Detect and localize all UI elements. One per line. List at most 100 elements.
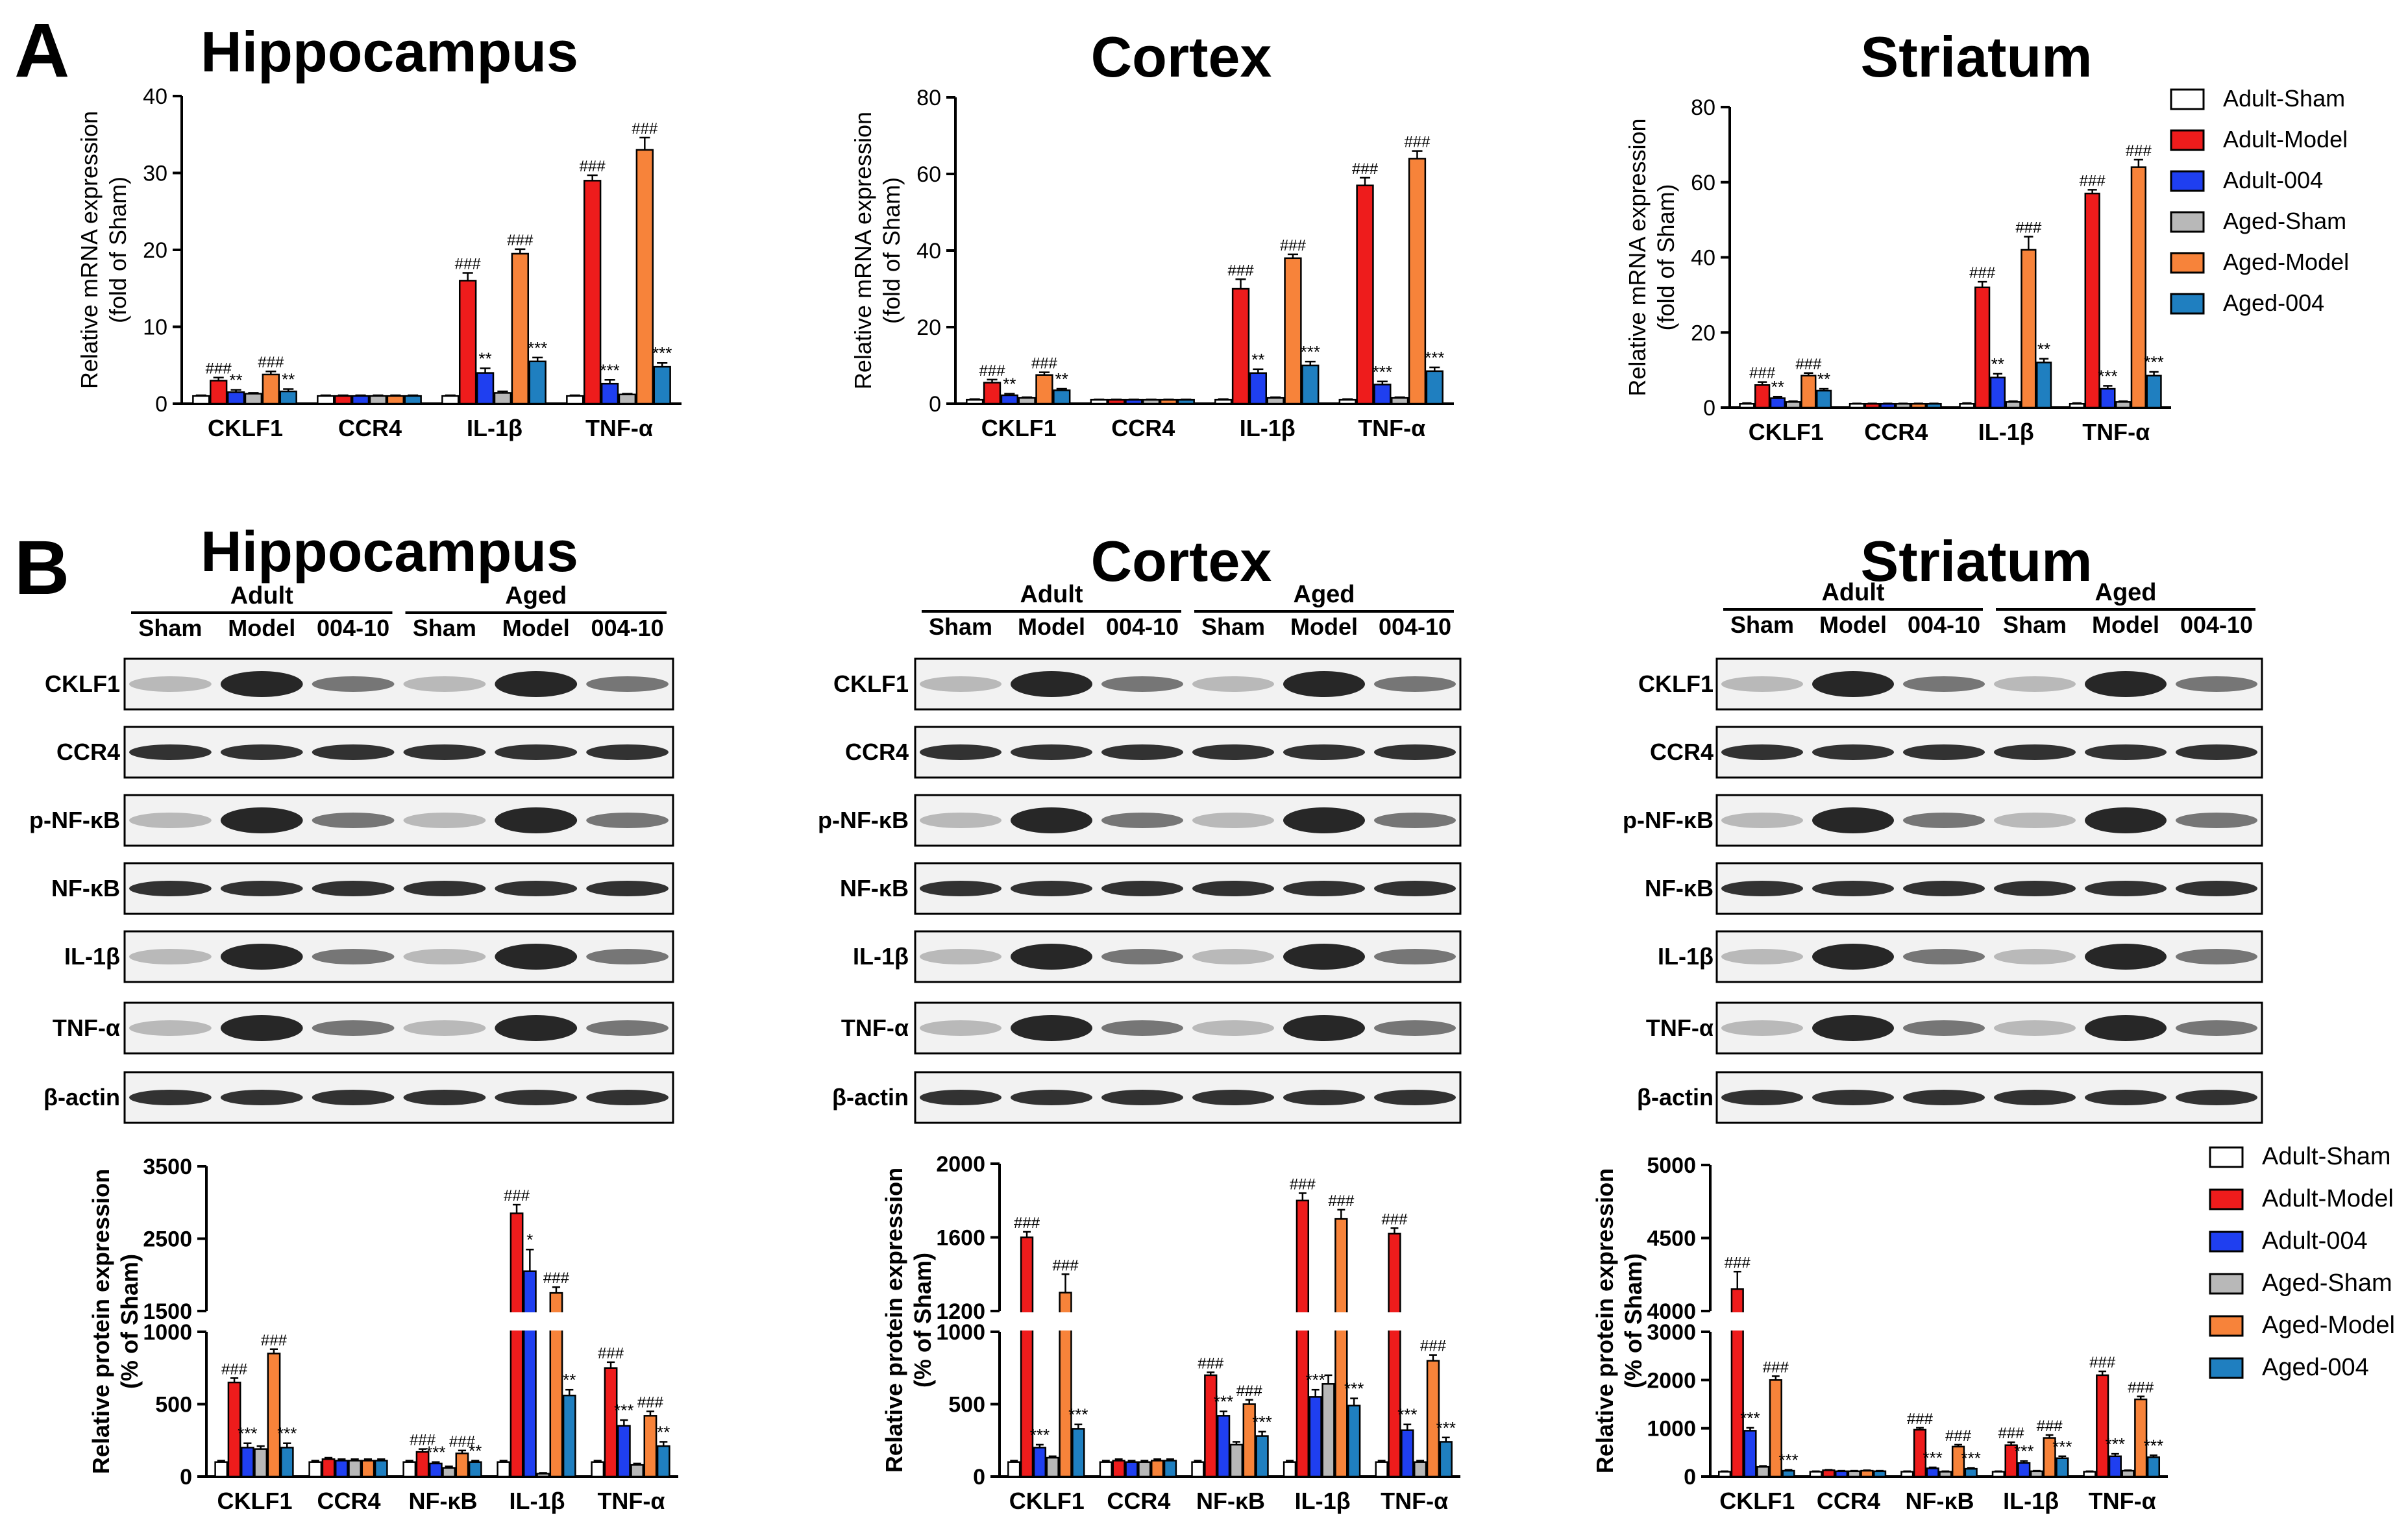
bar-adult-sham-1 <box>1849 402 1865 409</box>
blot-band <box>1374 1090 1456 1105</box>
bar-adult-004-1 <box>1125 399 1143 405</box>
blot-band <box>312 949 395 964</box>
x-category-label: CKLF1 <box>208 415 283 441</box>
y-tick-label: 3500 <box>143 1155 192 1179</box>
legend-swatch <box>2170 129 2205 151</box>
significance-mark: *** <box>1436 1418 1456 1438</box>
blot-band <box>403 1090 486 1105</box>
blot-band <box>1903 881 1985 896</box>
blot-row-label: CKLF1 <box>833 670 909 697</box>
blot-band <box>312 881 395 896</box>
significance-mark: *** <box>1961 1449 1981 1468</box>
blot-band <box>586 1090 669 1105</box>
blot-band <box>129 676 212 692</box>
y-tick-label: 3000 <box>1647 1320 1696 1345</box>
blot-band <box>1011 1015 1092 1041</box>
blot-band <box>220 1090 303 1105</box>
blot-band <box>403 813 486 828</box>
y-tick-label: 20 <box>916 315 941 340</box>
legend-label: Aged-004 <box>2262 1354 2369 1381</box>
significance-mark: ### <box>979 362 1006 380</box>
blot-band <box>403 744 486 760</box>
bar-aged-sham-1 <box>1142 399 1161 405</box>
blot-strip <box>123 1001 674 1055</box>
x-category-label: IL-1β <box>467 415 522 441</box>
blot-row-label: TNF-α <box>841 1014 909 1041</box>
x-category-label: CKLF1 <box>981 415 1057 441</box>
significance-mark: ** <box>1817 369 1830 389</box>
x-category-label: CCR4 <box>1111 415 1175 441</box>
significance-mark: ### <box>632 120 658 138</box>
significance-mark: ### <box>258 354 284 371</box>
bar-aged-sham-0 <box>254 1448 268 1478</box>
blot-band <box>1374 744 1456 760</box>
significance-mark: ### <box>2128 1379 2154 1397</box>
blot-band <box>1374 949 1456 964</box>
blot-strip <box>123 794 674 847</box>
bar-aged-004-0 <box>1782 1469 1795 1478</box>
axis-break-gap <box>208 1312 680 1331</box>
bar-adult-model-0 <box>1754 384 1771 409</box>
y-tick-label: 40 <box>916 239 941 264</box>
significance-mark: ### <box>543 1269 570 1287</box>
chart-2: Striatum 0 20 40 60 80 Relative mRNA expressio… <box>1624 25 2171 445</box>
bar-aged-model-2 <box>455 1453 469 1478</box>
y-tick-label: 500 <box>155 1393 192 1417</box>
significance-mark: *** <box>2144 352 2163 372</box>
bar-adult-004-1 <box>334 1460 349 1478</box>
lane-label: Model <box>228 615 295 641</box>
blot-band <box>2085 744 2167 760</box>
blot-row-label: IL-1β <box>64 943 120 970</box>
significance-mark: ### <box>1763 1358 1789 1376</box>
blot-band <box>2176 813 2257 828</box>
blot-band <box>1812 1015 1894 1041</box>
bar-aged-004-2 <box>468 1461 482 1478</box>
x-category-label: CKLF1 <box>217 1488 293 1514</box>
y-tick-label: 2500 <box>143 1227 192 1252</box>
bar-adult-model-1 <box>1822 1469 1836 1478</box>
significance-mark: *** <box>2106 1434 2125 1454</box>
bar-adult-model-2 <box>1974 286 1991 409</box>
bar-aged-sham-1 <box>348 1460 362 1478</box>
x-category-label: TNF-α <box>1358 415 1425 441</box>
blot-band <box>1192 1020 1274 1036</box>
blot-band <box>1812 944 1894 970</box>
significance-mark: ** <box>563 1370 576 1390</box>
bar-adult-004-3 <box>600 382 619 405</box>
bar-aged-004-2 <box>2035 362 2052 409</box>
bar-aged-sham-4 <box>1413 1461 1427 1478</box>
significance-mark: ### <box>1328 1192 1355 1210</box>
blot-band <box>1101 1020 1183 1036</box>
blot-strip <box>123 930 674 983</box>
blot-band <box>220 744 303 760</box>
significance-mark: *** <box>1778 1451 1798 1470</box>
bar-adult-model-1 <box>321 1458 336 1478</box>
significance-mark: ### <box>1014 1214 1040 1232</box>
bar-adult-sham-2 <box>402 1461 417 1478</box>
blot-band <box>2085 807 2167 833</box>
blot-band <box>586 1020 669 1036</box>
y-tick-label: 80 <box>1691 95 1715 120</box>
bar-aged-model-3 <box>1408 158 1427 405</box>
y-axis-label-units: (% of Sham) <box>116 1254 143 1389</box>
blot-band <box>2176 881 2257 896</box>
blot-band <box>920 744 1001 760</box>
significance-mark: ### <box>580 158 606 175</box>
legend-swatch <box>2209 1315 2244 1337</box>
blot-band <box>312 676 395 692</box>
x-category-label: IL-1β <box>510 1488 565 1514</box>
blot-band <box>2176 1090 2257 1105</box>
legend-panel-a: Adult-Sham Adult-Model Adult-004 Aged-Sham A… <box>2170 85 2349 316</box>
significance-mark: ### <box>1404 134 1431 151</box>
legend-swatch <box>2170 88 2205 110</box>
blot-row-label: CCR4 <box>845 739 909 765</box>
bar-adult-sham-0 <box>1717 1471 1732 1478</box>
blot-strip <box>123 657 674 711</box>
bar-aged-sham-0 <box>244 393 263 405</box>
bar-adult-004-3 <box>1308 1396 1322 1478</box>
significance-mark: *** <box>528 338 547 358</box>
blot-0: Adult Aged Sham Model 004-10 Sham Model 004-10 C… <box>29 582 674 1124</box>
blot-band <box>220 881 303 896</box>
bar-adult-sham-1 <box>317 395 335 405</box>
